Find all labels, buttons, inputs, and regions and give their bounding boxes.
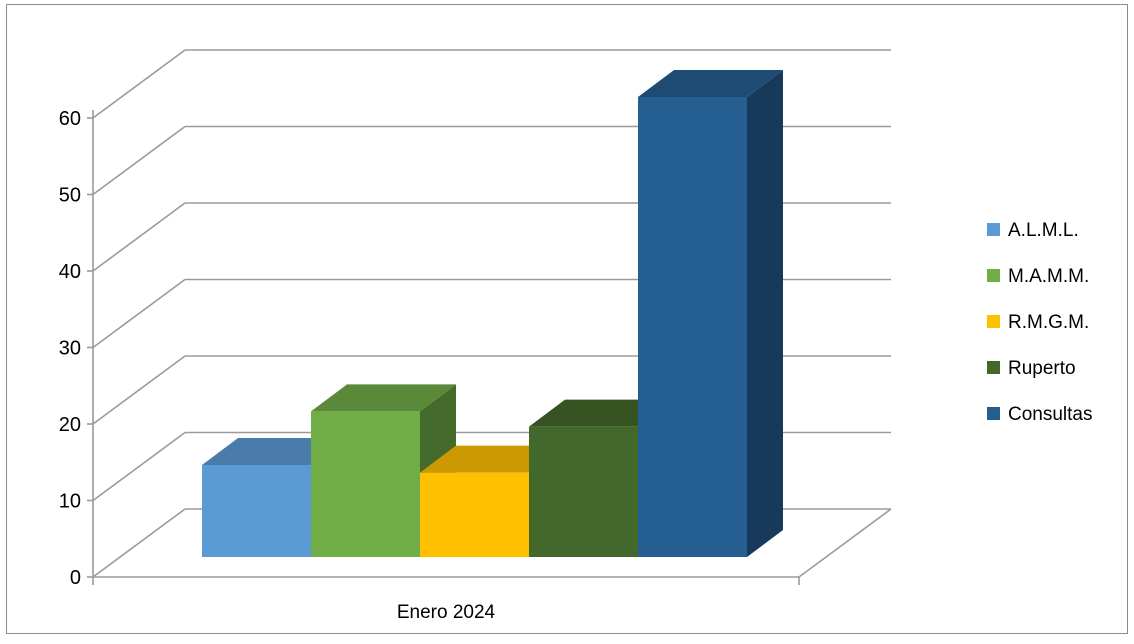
- y-tick-label: 40: [59, 261, 81, 283]
- bar: [202, 465, 311, 557]
- bar: [311, 411, 420, 557]
- bar: [420, 472, 529, 557]
- legend-swatch: [987, 407, 1000, 420]
- bar-top: [202, 438, 347, 465]
- y-tick-label: 60: [59, 108, 81, 130]
- bar-side: [747, 70, 783, 557]
- gridline-diagonal: [92, 508, 186, 578]
- y-tick-label: 20: [59, 414, 81, 436]
- x-category-label: Enero 2024: [397, 602, 496, 623]
- gridline-diagonal: [92, 202, 186, 272]
- chart-area: 0 10 20 30 40 50 60 Enero 2024 A.L.M.L. M.A.M.M. R…: [6, 4, 1128, 634]
- bar: [638, 97, 747, 557]
- legend-label: A.L.M.L.: [1008, 220, 1079, 241]
- legend-swatch: [987, 269, 1000, 282]
- floor-right-edge: [798, 508, 892, 578]
- legend-label: Consultas: [1008, 404, 1093, 425]
- bar-chart-3d: 0 10 20 30 40 50 60 Enero 2024 A.L.M.L. M.A.M.M. R…: [59, 49, 1093, 623]
- bar-top: [311, 384, 456, 412]
- bar-top: [529, 399, 674, 427]
- legend-swatch: [987, 361, 1000, 374]
- legend-swatch: [987, 223, 1000, 236]
- y-tick-label: 10: [59, 491, 81, 513]
- legend-swatch: [987, 315, 1000, 328]
- y-tick-label: 0: [70, 567, 81, 589]
- bar: [529, 426, 638, 557]
- y-tick-label: 50: [59, 185, 81, 207]
- y-tick-label: 30: [59, 338, 81, 360]
- bar-top: [420, 445, 565, 473]
- legend-label: R.M.G.M.: [1008, 312, 1089, 333]
- bar-top: [638, 70, 783, 97]
- legend-label: M.A.M.M.: [1008, 266, 1089, 287]
- gridline-diagonal: [92, 355, 186, 425]
- gridline-diagonal: [92, 278, 186, 349]
- gridline-diagonal: [92, 125, 186, 196]
- gridline-diagonal: [92, 49, 186, 119]
- gridline-diagonal: [92, 431, 186, 502]
- legend-label: Ruperto: [1008, 358, 1076, 379]
